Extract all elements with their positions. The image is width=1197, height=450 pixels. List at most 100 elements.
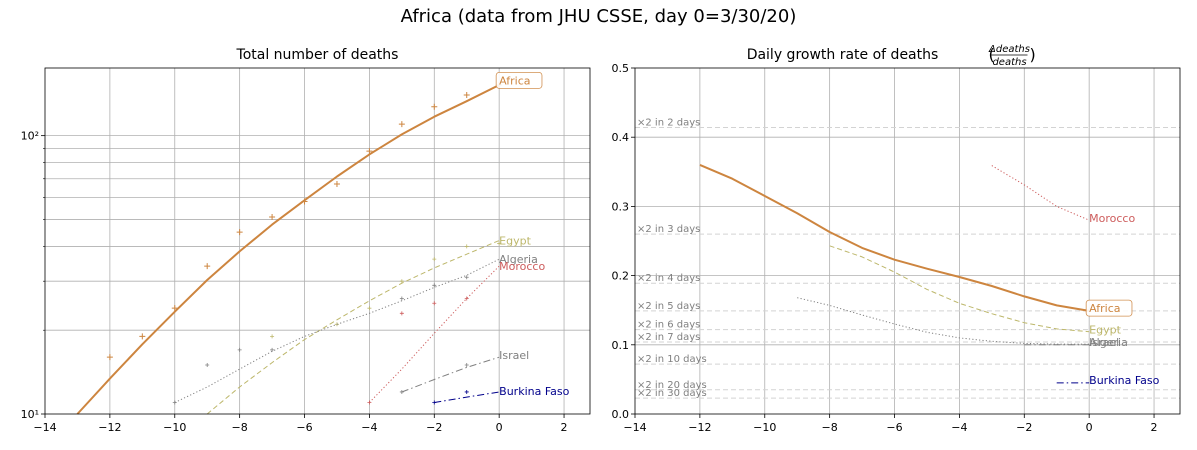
annotation-israel: Israel: [1089, 336, 1119, 349]
data-point-africa: [366, 148, 373, 155]
data-point-israel: [399, 389, 404, 394]
data-point-africa: [139, 333, 146, 340]
right-axes: ×2 in 2 days ×2 in 3 days ×2 in 4 days ×2 i…: [612, 44, 1181, 434]
series-line-africa: [76, 84, 500, 415]
data-point-africa: [106, 354, 113, 361]
series-line-morocco: [991, 165, 1090, 221]
data-point-israel: [464, 362, 469, 367]
data-point-algeria: [464, 275, 469, 280]
figure-title: Africa (data from JHU CSSE, day 0=3/30/2…: [400, 6, 797, 27]
y-tick-label: 0.2: [612, 270, 630, 283]
series-line-morocco: [369, 265, 500, 403]
right-grid: [635, 68, 1180, 414]
annotation-egypt: Egypt: [499, 235, 531, 248]
data-point-africa: [463, 91, 470, 98]
x-tick-label: −10: [163, 421, 186, 434]
annotation-morocco: Morocco: [499, 260, 545, 273]
y-tick-label: 10²: [21, 130, 39, 143]
data-point-africa: [171, 305, 178, 312]
x-tick-label: −8: [822, 421, 838, 434]
chart-title: Daily growth rate of deaths: [747, 47, 939, 63]
data-point-africa: [301, 198, 308, 205]
left-series: [76, 82, 503, 415]
data-point-africa: [204, 263, 211, 270]
doubling-label: ×2 in 7 days: [637, 332, 700, 343]
data-point-algeria: [237, 347, 242, 352]
annotation-burkina-faso: Burkina Faso: [499, 385, 569, 398]
series-line-africa: [699, 163, 1090, 312]
x-tick-label: −12: [688, 421, 711, 434]
x-tick-label: −12: [98, 421, 121, 434]
y-tick-label: 0.5: [612, 62, 630, 75]
data-point-algeria: [432, 283, 437, 288]
doubling-label: ×2 in 10 days: [637, 354, 707, 365]
data-point-morocco: [432, 301, 437, 306]
series-line-israel: [401, 356, 500, 393]
x-tick-label: 2: [1151, 421, 1158, 434]
doubling-label: ×2 in 4 days: [637, 273, 700, 284]
doubling-label: ×2 in 20 days: [637, 380, 707, 391]
x-tick-label: −6: [296, 421, 312, 434]
data-point-egypt: [367, 306, 372, 311]
data-point-burkina-faso: [432, 400, 437, 405]
data-point-morocco: [399, 311, 404, 316]
right-x-ticks: −14 −12 −10 −8 −6 −4 −2 0 2: [623, 414, 1158, 434]
title-paren-close: ): [1030, 45, 1036, 64]
x-tick-label: −14: [623, 421, 646, 434]
data-point-africa: [431, 103, 438, 110]
y-tick-label: 10¹: [21, 408, 39, 421]
right-y-ticks: 0.0 0.1 0.2 0.3 0.4 0.5: [612, 62, 635, 421]
x-tick-label: 0: [1086, 421, 1093, 434]
x-tick-label: −2: [1016, 421, 1032, 434]
annotation-algeria: Algeria: [499, 253, 538, 266]
doubling-label: ×2 in 30 days: [637, 388, 707, 399]
data-point-egypt: [497, 241, 502, 246]
data-point-algeria: [172, 400, 177, 405]
series-line-egypt: [206, 240, 500, 415]
annotation-burkina-faso: Burkina Faso: [1089, 374, 1159, 387]
annotation-box: [495, 71, 543, 89]
left-x-ticks: −14 −12 −10 −8 −6 −4 −2 0 2: [33, 414, 568, 434]
doubling-label: ×2 in 2 days: [637, 118, 700, 129]
data-point-morocco: [464, 296, 469, 301]
data-point-egypt: [399, 279, 404, 284]
data-point-burkina-faso: [464, 389, 469, 394]
doubling-label: ×2 in 5 days: [637, 301, 700, 312]
x-tick-label: −6: [886, 421, 902, 434]
left-y-ticks: 10¹ 10²: [21, 130, 45, 421]
data-point-algeria: [205, 362, 210, 367]
data-point-algeria: [399, 296, 404, 301]
doubling-label: ×2 in 3 days: [637, 224, 700, 235]
left-frame: [44, 67, 591, 415]
x-tick-label: 2: [561, 421, 568, 434]
series-line-algeria: [797, 297, 1090, 345]
y-tick-label: 0.3: [612, 200, 630, 213]
data-point-africa: [398, 121, 405, 128]
title-fraction-denominator: deaths: [992, 57, 1026, 68]
x-tick-label: −14: [33, 421, 56, 434]
annotation-africa: Africa: [1089, 302, 1120, 315]
left-grid: [45, 68, 590, 414]
x-tick-label: −4: [951, 421, 967, 434]
right-doubling-lines: ×2 in 2 days ×2 in 3 days ×2 in 4 days ×2 i…: [635, 118, 1180, 399]
series-line-burkina-faso: [434, 391, 500, 403]
data-point-africa: [236, 229, 243, 236]
annotation-israel: Israel: [499, 349, 529, 362]
title-paren-open: (: [989, 45, 995, 64]
x-tick-label: −4: [361, 421, 377, 434]
annotation-morocco: Morocco: [1089, 212, 1135, 225]
y-tick-label: 0.0: [612, 408, 630, 421]
series-line-algeria: [174, 258, 500, 403]
annotation-egypt: Egypt: [1089, 324, 1121, 337]
right-series: [699, 163, 1090, 384]
y-tick-label: 0.4: [612, 131, 630, 144]
chart-title: Total number of deaths: [236, 47, 399, 63]
x-tick-label: −10: [753, 421, 776, 434]
data-point-egypt: [464, 244, 469, 249]
x-tick-label: 0: [496, 421, 503, 434]
y-tick-label: 0.1: [612, 339, 630, 352]
